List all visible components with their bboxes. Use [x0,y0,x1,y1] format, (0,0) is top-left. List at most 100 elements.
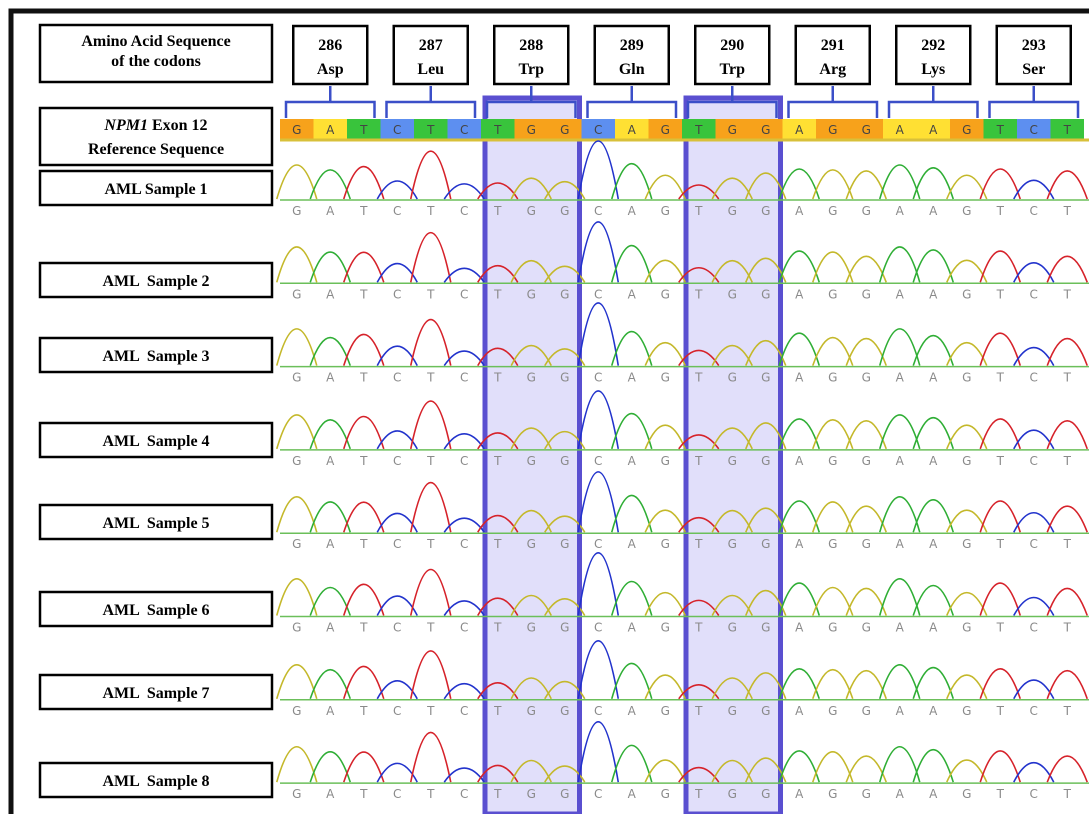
sample-base: A [628,287,637,301]
sample-base: C [1030,454,1038,468]
sample-base: T [694,537,703,551]
sample-base: T [426,787,435,801]
sample-base: G [560,787,569,801]
sample-base: T [694,787,703,801]
sample-base: C [460,704,468,718]
sample-base: G [862,787,871,801]
sample-base: C [594,287,602,301]
sample-base: G [962,787,971,801]
sample-base: C [460,454,468,468]
sample-base: T [493,371,502,385]
sample-base: A [795,787,804,801]
sample-base: G [862,704,871,718]
sample-label: AML Sample 1 [104,181,207,198]
sample-base: T [996,537,1005,551]
sample-base: T [359,621,368,635]
sample-base: T [359,287,368,301]
reference-base: G [862,123,871,137]
sample-base: G [761,204,770,218]
sample-base: G [527,704,536,718]
codon-position: 289 [620,37,644,54]
sample-base: T [1063,454,1072,468]
sample-base: A [628,787,637,801]
sample-base: T [694,704,703,718]
amino-acid: Ser [1022,61,1045,78]
amino-acid: Asp [317,61,344,78]
sample-base: A [929,787,938,801]
sample-base: T [694,204,703,218]
sample-base: A [896,204,905,218]
reference-base: C [393,123,401,137]
sample-base: T [359,787,368,801]
codon-position: 287 [419,37,443,54]
sample-base: C [393,537,401,551]
sample-base: G [862,454,871,468]
sample-base: G [661,287,670,301]
sample-base: C [393,204,401,218]
sample-base: T [996,287,1005,301]
sample-base: G [828,621,837,635]
sample-base: G [962,371,971,385]
sample-base: C [1030,621,1038,635]
sample-base: A [326,787,335,801]
sample-label: AML Sample 7 [102,685,209,702]
sample-base: G [862,371,871,385]
sample-base: T [1063,704,1072,718]
reference-base: G [761,123,770,137]
sample-base: G [527,787,536,801]
reference-base: T [1063,123,1072,137]
sample-base: G [292,537,301,551]
sample-base: G [761,454,770,468]
sample-base: G [728,787,737,801]
sample-label: AML Sample 3 [102,348,209,365]
sample-base: G [661,704,670,718]
reference-base: A [896,123,905,137]
sample-base: G [862,204,871,218]
sample-base: C [460,287,468,301]
codon-position: 292 [921,37,945,54]
sample-base: G [560,287,569,301]
sample-base: A [326,621,335,635]
sample-base: G [292,704,301,718]
sample-base: G [862,287,871,301]
sample-base: T [996,704,1005,718]
sample-base: C [393,787,401,801]
reference-base: T [359,123,368,137]
sample-base: T [1063,204,1072,218]
sample-base: C [1030,704,1038,718]
sample-base: A [628,454,637,468]
amino-acid: Lys [921,61,945,78]
sample-base: G [828,287,837,301]
sample-base: A [795,454,804,468]
sample-base: A [795,704,804,718]
sample-base: C [594,704,602,718]
sample-base: C [594,454,602,468]
sample-base: A [628,621,637,635]
sample-base: A [896,454,905,468]
sample-base: T [694,287,703,301]
reference-base: C [460,123,468,137]
reference-base: A [628,123,637,137]
sample-base: A [326,204,335,218]
sample-base: T [493,621,502,635]
sample-base: A [326,454,335,468]
sample-base: A [326,287,335,301]
sample-base: C [460,204,468,218]
reference-base: A [929,123,938,137]
sample-base: A [896,704,905,718]
sample-base: A [896,287,905,301]
sample-base: G [292,371,301,385]
sample-base: A [929,454,938,468]
reference-base: T [493,123,502,137]
sample-base: C [460,371,468,385]
sample-base: G [728,371,737,385]
sample-base: A [795,621,804,635]
sample-base: G [761,537,770,551]
reference-label: Reference Sequence [88,141,224,158]
sample-base: G [527,537,536,551]
amino-acid: Trp [720,61,746,78]
sample-base: A [326,704,335,718]
sample-base: T [996,621,1005,635]
sample-base: A [896,537,905,551]
sample-base: T [1063,621,1072,635]
